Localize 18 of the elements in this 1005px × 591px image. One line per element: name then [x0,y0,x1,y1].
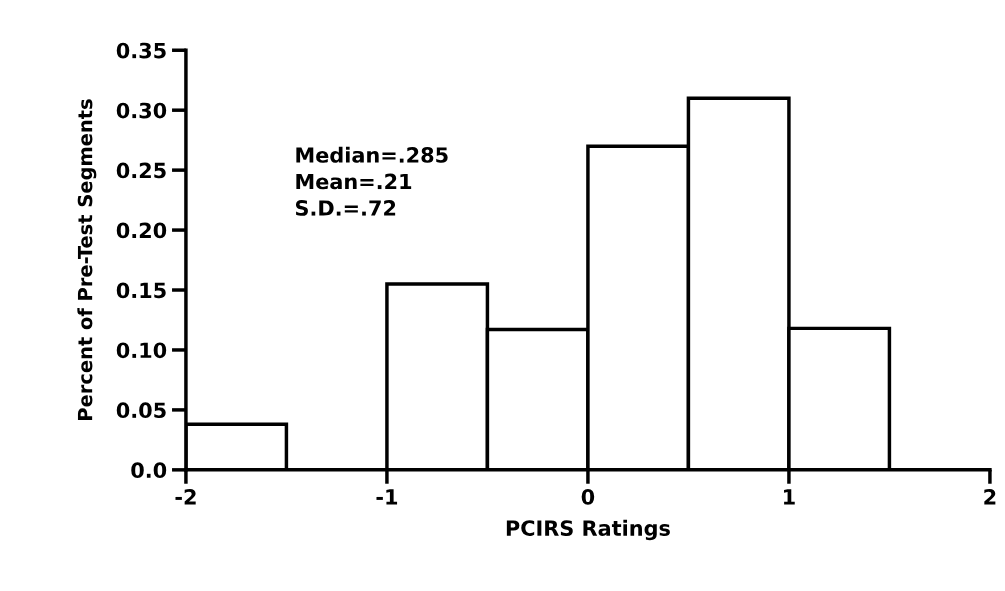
annotation: Median=.285 [296,146,448,163]
x-tick-label: -2 [175,488,196,505]
annotation: S.D.=.72 [295,200,396,216]
y-axis-title: Percent of Pre-Test Segments [77,99,97,420]
annotation: Mean=.21 [296,173,412,190]
y-tick-label: 0.15 [116,282,166,299]
y-tick-label: 0.25 [116,162,166,179]
y-tick-label: 0.30 [116,102,167,119]
y-tick-label: 0.10 [116,342,167,359]
x-tick-label: -1 [376,489,398,505]
y-tick-label: 0.0 [131,462,167,479]
x-tick-label: 1 [784,489,795,505]
x-tick-label: 2 [984,488,996,505]
y-tick-label: 0.05 [116,402,166,419]
x-tick-label: 0 [581,488,595,505]
y-tick-label: 0.35 [116,42,166,59]
y-tick-label: 0.20 [116,222,167,239]
x-axis-title: PCIRS Ratings [506,519,670,541]
